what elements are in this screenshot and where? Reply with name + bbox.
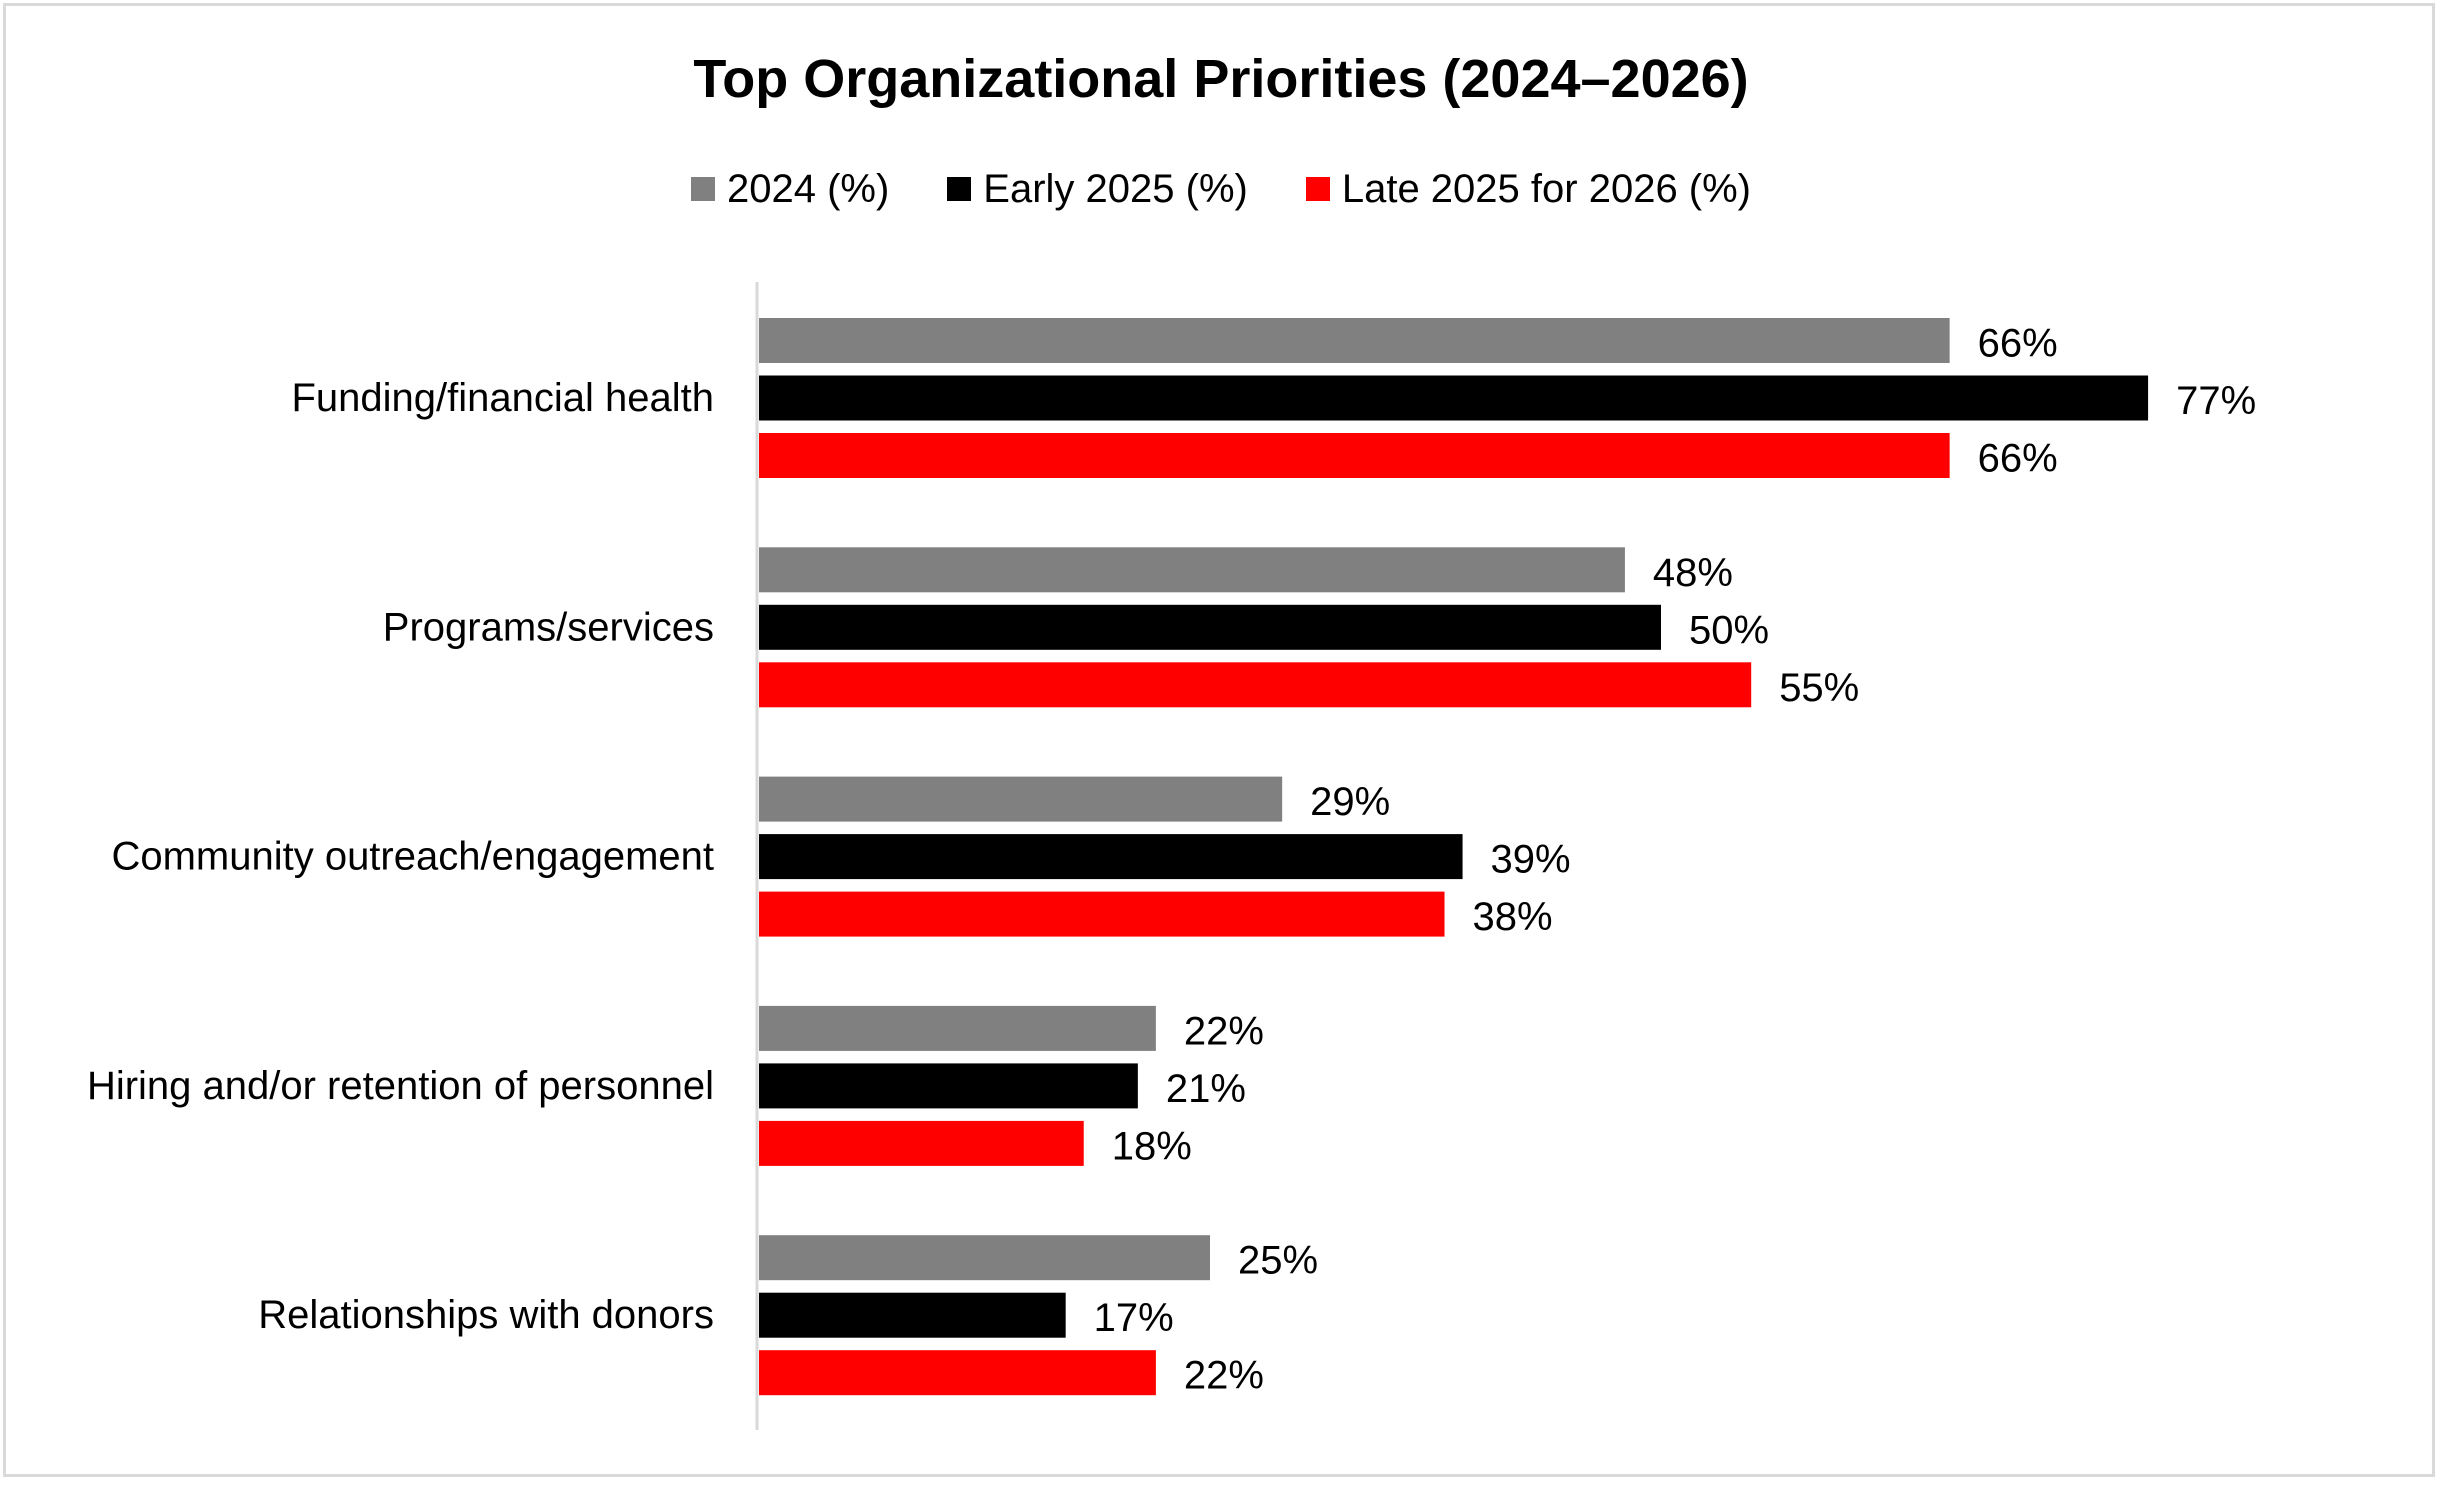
bar-hiring-and-or-retention-of-personnel-2024 [759, 1005, 1156, 1051]
value-label-community-outreach-engagement-late-2025-for-2026: 38% [1473, 895, 1553, 939]
bar-programs-services-late-2025-for-2026 [759, 662, 1752, 708]
legend-swatch-late-2025 [1305, 177, 1330, 201]
bar-funding-financial-health-late-2025-for-2026 [759, 433, 1950, 478]
bar-funding-financial-health-2024 [759, 318, 1950, 363]
bars [759, 318, 2149, 1396]
value-label-hiring-and-or-retention-of-personnel-early-2025: 21% [1166, 1067, 1246, 1111]
value-label-community-outreach-engagement-early-2025: 39% [1491, 838, 1571, 882]
chart-frame [3, 3, 2435, 1477]
value-label-funding-financial-health-late-2025-for-2026: 66% [1978, 437, 2058, 481]
bar-funding-financial-health-early-2025 [759, 375, 2149, 421]
bar-relationships-with-donors-early-2025 [759, 1292, 1066, 1338]
value-label-programs-services-late-2025-for-2026: 55% [1779, 666, 1859, 710]
legend-swatch-2024 [690, 177, 715, 201]
legend-item-late-2025: Late 2025 for 2026 (%) [1305, 164, 1752, 214]
legend-label-early-2025: Early 2025 (%) [983, 167, 1248, 211]
value-label-relationships-with-donors-early-2025: 17% [1094, 1296, 1174, 1340]
category-label-community-outreach-engagement: Community outreach/engagement [111, 835, 714, 879]
legend: 2024 (%) Early 2025 (%) Late 2025 for 20… [0, 164, 2442, 214]
bar-hiring-and-or-retention-of-personnel-late-2025-for-2026 [759, 1120, 1084, 1166]
value-label-hiring-and-or-retention-of-personnel-2024: 22% [1184, 1009, 1264, 1053]
value-label-relationships-with-donors-2024: 25% [1238, 1239, 1318, 1283]
value-label-community-outreach-engagement-2024: 29% [1310, 780, 1390, 824]
chart-title: Top Organizational Priorities (2024–2026… [693, 49, 1749, 109]
category-label-hiring-and-or-retention-of-personnel: Hiring and/or retention of personnel [87, 1064, 714, 1108]
bar-community-outreach-engagement-2024 [759, 776, 1283, 822]
value-label-funding-financial-health-early-2025: 77% [2176, 379, 2256, 423]
bar-community-outreach-engagement-late-2025-for-2026 [759, 891, 1445, 937]
legend-swatch-early-2025 [947, 177, 972, 201]
category-label-relationships-with-donors: Relationships with donors [258, 1293, 714, 1337]
bar-community-outreach-engagement-early-2025 [759, 834, 1463, 880]
bar-hiring-and-or-retention-of-personnel-early-2025 [759, 1063, 1138, 1109]
category-label-programs-services: Programs/services [383, 605, 714, 649]
legend-label-2024: 2024 (%) [726, 167, 890, 211]
value-label-programs-services-early-2025: 50% [1689, 608, 1769, 652]
bar-relationships-with-donors-2024 [759, 1235, 1210, 1281]
value-label-hiring-and-or-retention-of-personnel-late-2025-for-2026: 18% [1112, 1124, 1192, 1168]
legend-label-late-2025: Late 2025 for 2026 (%) [1341, 167, 1752, 211]
legend-item-early-2025: Early 2025 (%) [947, 164, 1248, 214]
category-label-funding-financial-health: Funding/financial health [291, 376, 714, 420]
legend-item-2024: 2024 (%) [690, 164, 890, 214]
bar-programs-services-early-2025 [759, 604, 1661, 650]
bar-relationships-with-donors-late-2025-for-2026 [759, 1350, 1156, 1396]
value-labels: 66% 77% 66% 48% 50%55% 29% 39% 38% 22% 21% 18% 25% 1… [1094, 322, 2256, 1398]
value-label-relationships-with-donors-late-2025-for-2026: 22% [1184, 1354, 1264, 1398]
category-labels: Funding/financial health Programs/service… [87, 376, 714, 1337]
bar-programs-services-2024 [759, 547, 1625, 593]
value-label-programs-services-2024: 48% [1653, 551, 1733, 595]
value-label-funding-financial-health-2024: 66% [1978, 322, 2058, 366]
